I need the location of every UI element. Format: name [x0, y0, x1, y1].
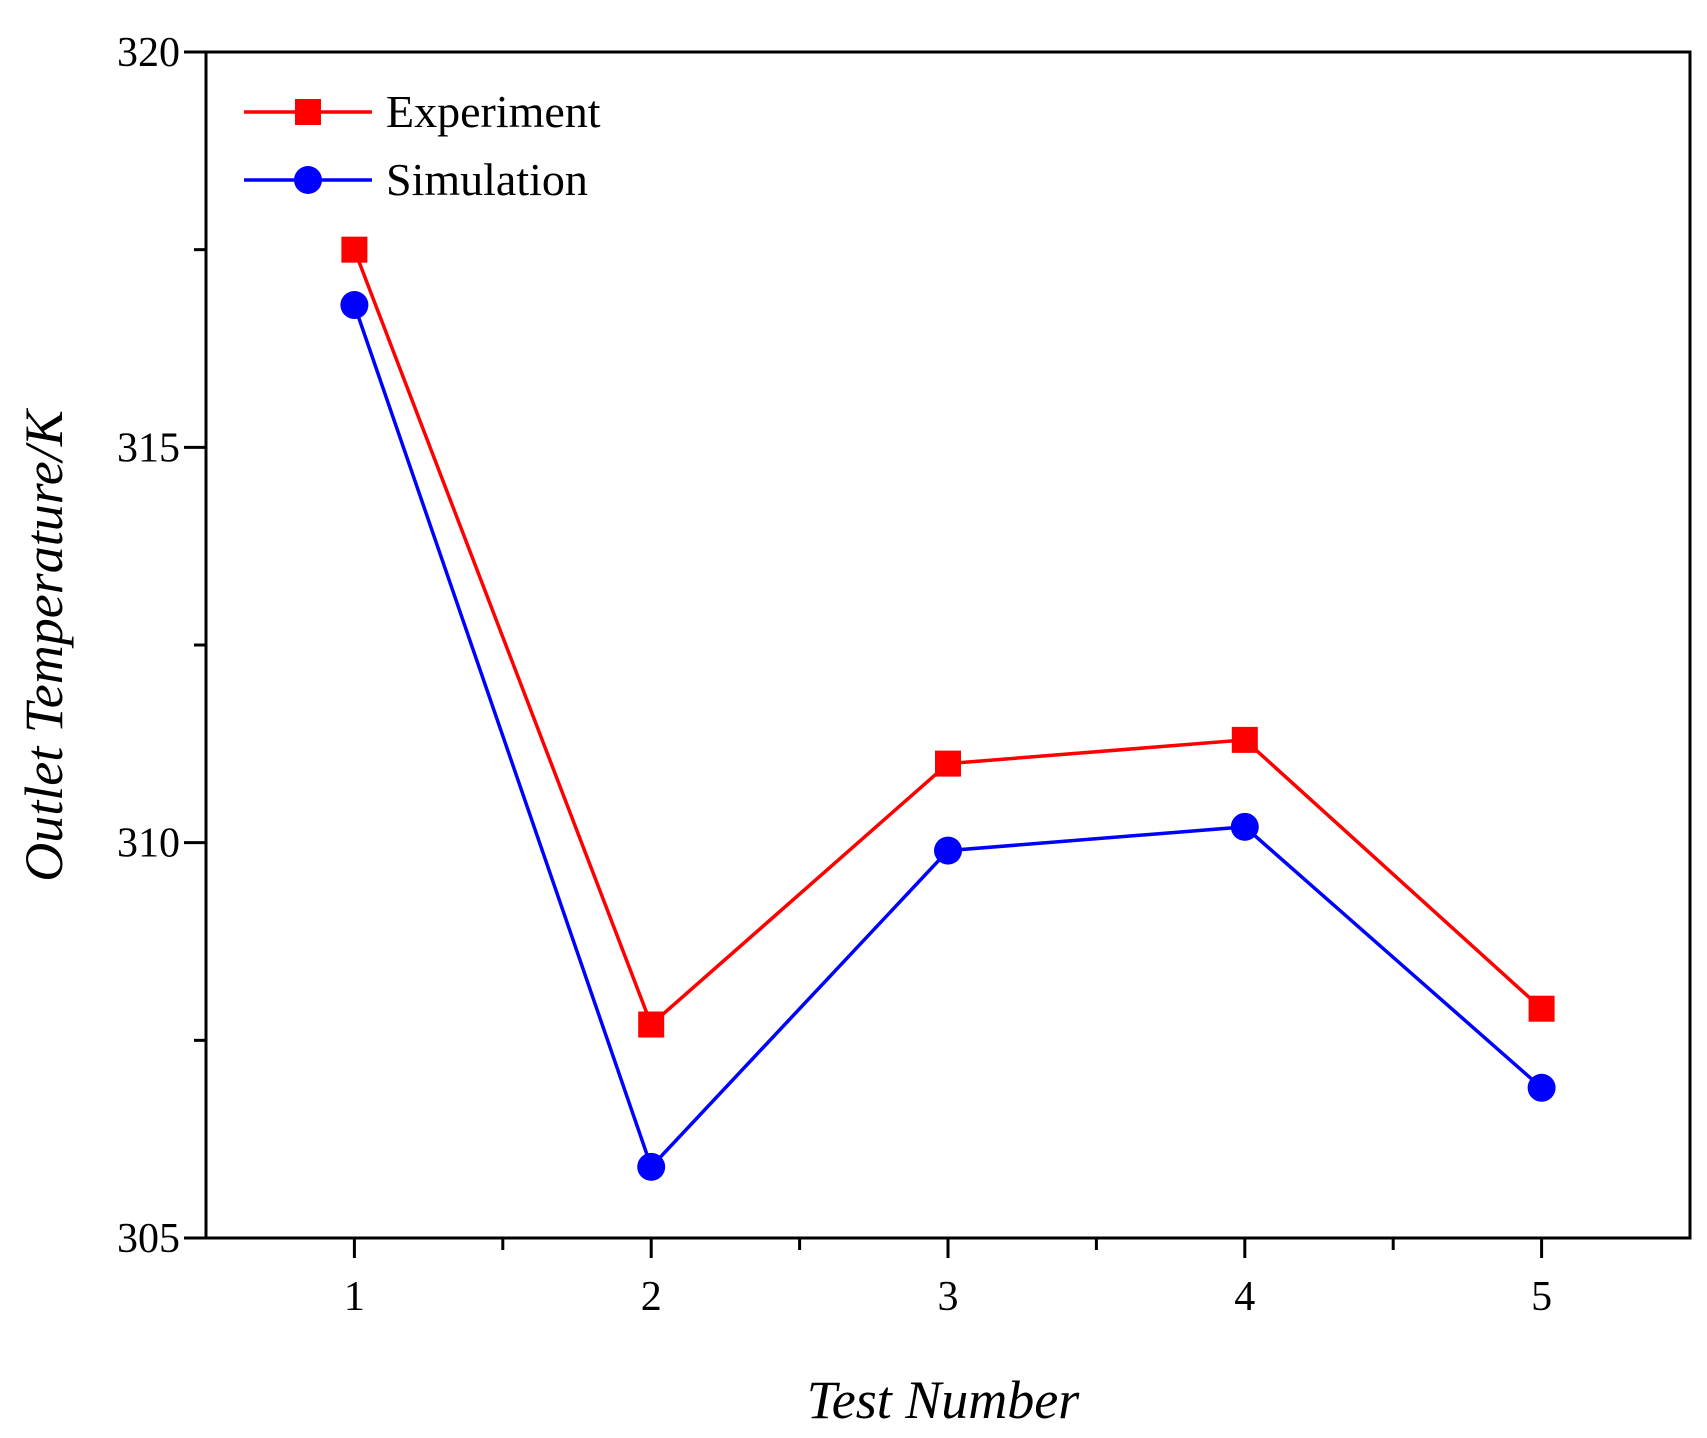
y-tick-label-320: 320: [117, 30, 180, 76]
x-tick-label-1: 1: [344, 1274, 365, 1320]
simulation-point-1: [340, 291, 369, 320]
simulation-point-4: [1230, 812, 1259, 841]
experiment-point-1: [341, 236, 368, 263]
x-tick-label-4: 4: [1234, 1274, 1255, 1320]
plot-frame: [204, 50, 1692, 1240]
axes: 305 310 315 320 1 2 3 4 5: [117, 30, 1692, 1320]
legend: Experiment Simulation: [244, 86, 601, 205]
legend-marker-experiment: [295, 99, 321, 125]
x-tick-label-3: 3: [938, 1274, 959, 1320]
experiment-point-3: [935, 750, 961, 777]
y-tick-label-315: 315: [117, 425, 180, 471]
simulation-point-2: [637, 1152, 666, 1181]
legend-marker-simulation: [294, 166, 322, 194]
series-line-experiment: [352, 249, 1543, 1028]
x-axis-title: Test Number: [807, 1370, 1081, 1430]
x-tick-label-5: 5: [1531, 1274, 1552, 1320]
experiment-point-5: [1528, 995, 1555, 1022]
legend-label-simulation: Simulation: [386, 154, 588, 205]
y-axis-title: Outlet Temperature/K: [14, 407, 74, 881]
legend-label-experiment: Experiment: [386, 86, 601, 137]
x-tick-label-2: 2: [641, 1274, 662, 1320]
experiment-point-4: [1231, 726, 1258, 753]
experiment-point-2: [638, 1011, 665, 1038]
series-line-simulation: [352, 304, 1543, 1171]
y-tick-label-305: 305: [117, 1216, 180, 1262]
simulation-point-5: [1527, 1073, 1556, 1102]
plot-area: [340, 236, 1556, 1181]
simulation-point-3: [934, 836, 962, 865]
y-tick-label-310: 310: [117, 821, 180, 867]
